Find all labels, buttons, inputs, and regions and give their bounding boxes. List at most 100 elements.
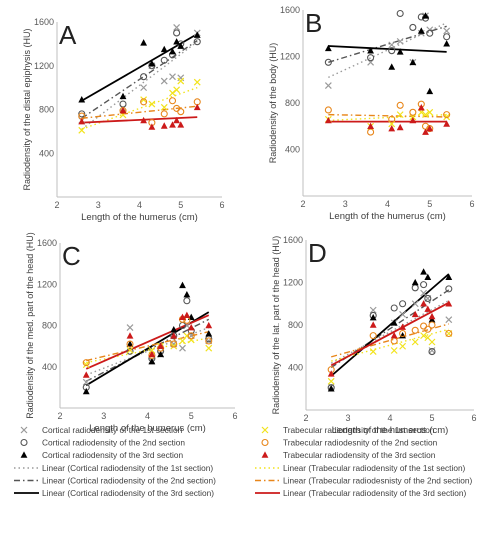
point-cort2 (409, 23, 417, 31)
point-trab3 (148, 123, 156, 130)
point-cort1 (140, 84, 148, 92)
x-tick-label: 2 (300, 199, 305, 209)
trendline-cort1 (330, 299, 450, 364)
trendline-cort2 (328, 25, 447, 63)
point-trab1 (369, 348, 377, 355)
point-trab1 (443, 113, 451, 121)
point-cort2 (399, 300, 407, 308)
y-axis-label: Radiodensity of the distal epiphysis (HU… (22, 28, 32, 190)
x-axis-label: Length of the humerus (cm) (89, 423, 206, 434)
legend-label: Linear (Cortical radiodensity of the 2nd… (42, 476, 216, 486)
point-trab2 (170, 340, 178, 348)
point-cort3 (157, 350, 165, 358)
legend-label: Linear (Cortical radiodensity of the 3rd… (42, 488, 214, 498)
point-cort1 (420, 289, 428, 297)
x-tick-label: 6 (232, 411, 237, 421)
x-tick-label: 4 (385, 199, 390, 209)
point-cort1 (82, 378, 90, 386)
x-tick-label: 4 (387, 413, 392, 423)
panel-letter: D (308, 238, 327, 268)
point-trab2 (126, 340, 134, 348)
point-trab3 (148, 350, 156, 358)
point-cort3 (173, 38, 181, 45)
y-tick-label: 400 (42, 362, 57, 372)
point-cort2 (396, 9, 404, 18)
panel-letter: A (59, 20, 77, 50)
point-cort2 (445, 285, 453, 293)
point-cort1 (411, 300, 419, 308)
point-trab3 (126, 332, 134, 339)
point-trab1 (422, 111, 429, 119)
legend-label: Linear (Trabecular radiodensity of the 3… (283, 488, 466, 498)
point-cort2 (428, 348, 436, 356)
point-trab2 (168, 97, 177, 105)
y-tick-label: 1600 (37, 238, 57, 248)
x-tick-label: 2 (303, 413, 308, 423)
point-trab3 (324, 116, 332, 124)
point-trab3 (183, 311, 191, 318)
point-trab3 (327, 370, 335, 377)
point-trab1 (126, 346, 134, 354)
point-trab2 (443, 111, 451, 119)
point-cort3 (148, 59, 156, 67)
legend-marker-cort3 (20, 451, 28, 458)
point-cort2 (426, 29, 434, 37)
point-cort2 (324, 58, 332, 66)
point-trab3 (78, 117, 86, 125)
point-cort3 (390, 319, 398, 326)
point-cort3 (170, 326, 178, 333)
point-trab3 (411, 310, 419, 318)
point-trab3 (443, 120, 451, 127)
point-cort2 (388, 47, 396, 55)
point-cort3 (160, 45, 168, 53)
point-cort1 (169, 73, 176, 81)
trendline-trab2 (328, 113, 447, 118)
point-cort3 (422, 12, 429, 19)
point-cort2 (140, 73, 148, 81)
point-cort3 (443, 40, 451, 47)
point-cort2 (193, 38, 201, 46)
trendline-trab3 (81, 116, 198, 124)
point-trab3 (82, 371, 90, 378)
point-cort1 (160, 77, 168, 85)
point-cort3 (420, 268, 427, 275)
point-cort3 (119, 92, 127, 100)
point-trab2 (367, 128, 375, 136)
y-tick-label: 400 (285, 145, 300, 155)
y-tick-label: 800 (288, 320, 303, 330)
point-trab1 (177, 77, 185, 85)
point-cort2 (443, 33, 451, 41)
point-cort2 (183, 297, 191, 305)
panel-b: 2 3 4 5 6 400 800 1200 1600 Length of the humerus… (268, 5, 475, 222)
point-trab1 (420, 332, 428, 340)
legend-marker-trab3 (261, 451, 269, 458)
point-cort2 (367, 54, 375, 62)
legend-line-item-trab2: Linear (Trabecular radiodesnisty of the … (255, 476, 472, 486)
legend-item-cort2: Cortical radiodensity of the 2nd section (20, 438, 185, 448)
point-trab3 (445, 300, 453, 307)
point-trab3 (119, 106, 127, 114)
legend-item-trab2: Trabecular radiodesnity of the 2nd secti… (261, 438, 438, 448)
legend-item-cort1: Cortical radiodensity of the 1st section (20, 425, 183, 435)
point-cort3 (399, 332, 406, 339)
point-trab3 (369, 321, 377, 328)
point-trab3 (187, 323, 195, 331)
panel-letter: C (62, 241, 81, 271)
trendline-trab3 (85, 314, 210, 370)
point-cort3 (426, 87, 434, 95)
point-cort1 (126, 324, 134, 331)
x-tick-label: 3 (96, 200, 101, 210)
point-cort3 (445, 273, 453, 280)
point-trab1 (327, 377, 335, 385)
x-tick-label: 3 (101, 411, 106, 421)
point-cort2 (126, 347, 134, 355)
point-trab2 (205, 337, 213, 345)
point-trab2 (388, 115, 396, 123)
point-cort3 (148, 357, 156, 365)
point-cort3 (369, 313, 377, 321)
point-trab2 (428, 321, 436, 329)
point-trab3 (426, 124, 434, 132)
panel-c: 2 3 4 5 6 400 800 1200 1600 Length of the humerus… (25, 232, 238, 434)
point-trab2 (445, 329, 453, 338)
point-trab2 (409, 108, 417, 116)
